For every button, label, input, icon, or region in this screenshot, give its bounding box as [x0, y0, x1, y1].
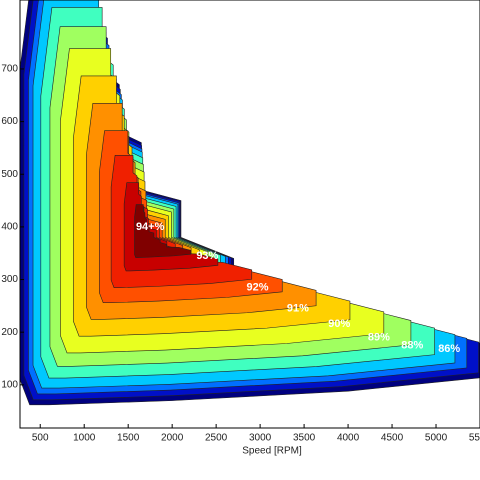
- level-label: 90%: [328, 318, 350, 330]
- contour-band: [134, 204, 192, 258]
- y-tick-label: 200: [1, 327, 18, 338]
- y-tick-label: 400: [1, 222, 18, 233]
- level-label: 92%: [246, 281, 268, 293]
- y-tick-label: 600: [1, 116, 18, 127]
- y-tick-label: 100: [1, 379, 18, 390]
- level-label: 91%: [287, 302, 309, 314]
- level-label: 94+%: [136, 221, 165, 233]
- contours: [20, 0, 480, 406]
- level-label: 89%: [368, 331, 390, 343]
- x-tick-label: 5500: [469, 433, 480, 444]
- x-tick-label: 2500: [205, 433, 228, 444]
- x-tick-label: 2000: [161, 433, 184, 444]
- level-label: 93%: [196, 250, 218, 262]
- x-tick-label: 3500: [293, 433, 316, 444]
- plot-frame: [19, 0, 480, 429]
- x-tick-label: 4000: [337, 433, 360, 444]
- x-tick-label: 3000: [249, 433, 272, 444]
- y-tick-label: 700: [1, 64, 18, 75]
- level-label: 88%: [401, 339, 423, 351]
- x-axis-label: Speed [RPM]: [242, 446, 302, 457]
- x-tick-label: 5000: [425, 433, 448, 444]
- x-tick-label: 1500: [117, 433, 140, 444]
- x-tick-label: 1000: [73, 433, 96, 444]
- x-tick-label: 4500: [381, 433, 404, 444]
- x-tick-label: 500: [32, 433, 49, 444]
- y-tick-label: 500: [1, 169, 18, 180]
- level-label: 86%: [438, 343, 460, 355]
- y-tick-label: 300: [1, 274, 18, 285]
